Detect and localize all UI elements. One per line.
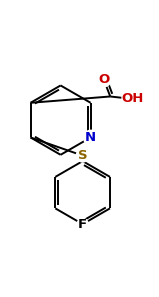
Circle shape <box>83 129 98 145</box>
Text: N: N <box>85 131 96 144</box>
Circle shape <box>76 148 90 163</box>
Text: O: O <box>98 73 110 86</box>
Circle shape <box>96 72 111 88</box>
Text: OH: OH <box>121 92 143 105</box>
Circle shape <box>76 218 89 230</box>
Circle shape <box>121 89 142 109</box>
Text: F: F <box>78 218 87 231</box>
Text: S: S <box>78 149 87 162</box>
